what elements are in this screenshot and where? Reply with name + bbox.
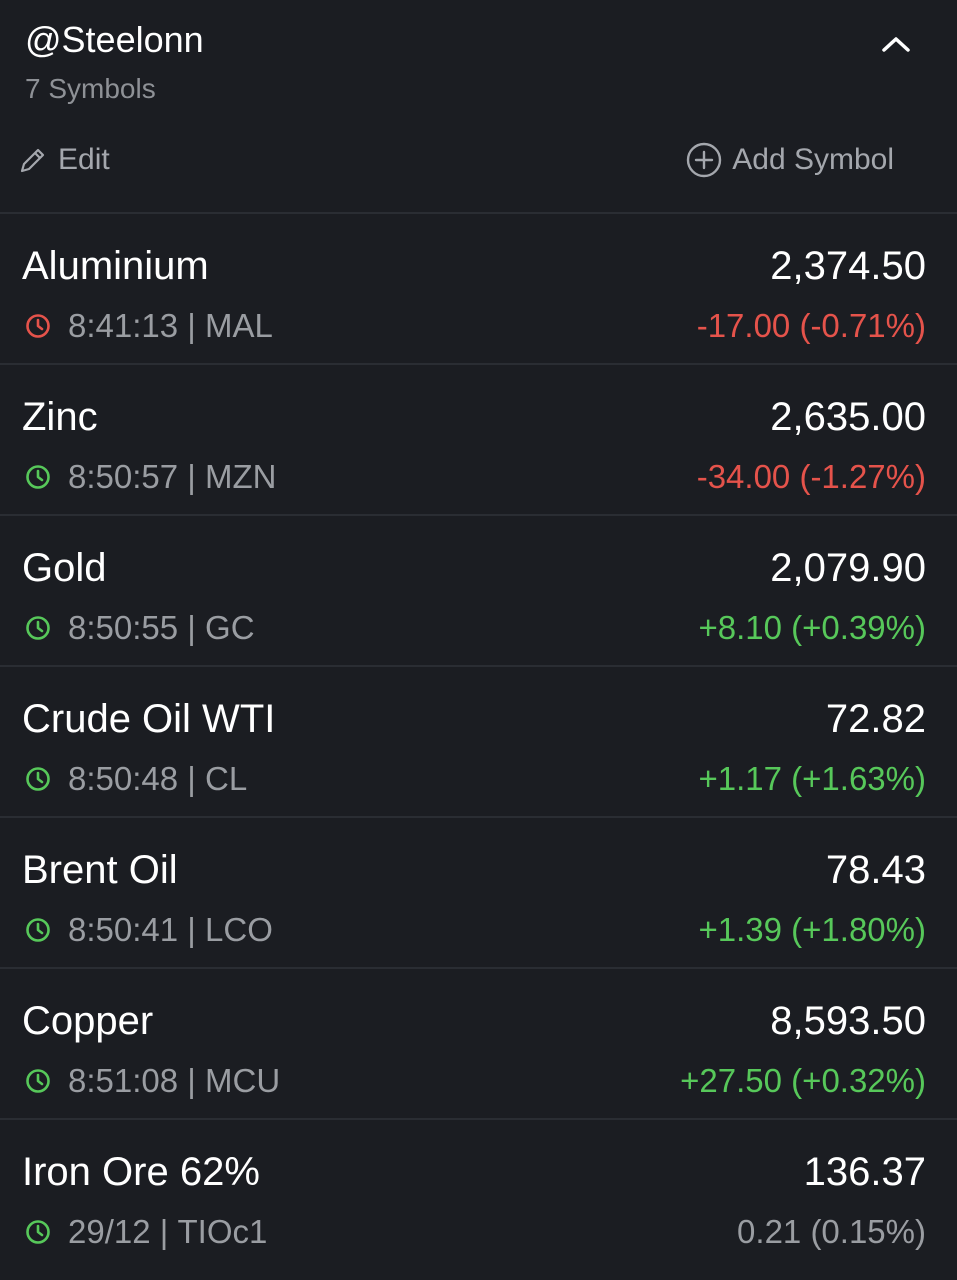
symbol-name: Gold [22,546,107,590]
add-symbol-button[interactable]: Add Symbol [686,140,894,180]
last-price: 8,593.50 [770,999,926,1043]
symbol-meta: 8:50:41 | LCO [24,910,273,950]
symbol-row[interactable]: Brent Oil 78.43 8:50:41 | LCO +1.39 (+1.80%… [0,818,957,969]
last-price: 2,079.90 [770,546,926,590]
separator: | [178,1062,206,1099]
edit-button[interactable]: Edit [18,140,110,180]
price-change: +8.10 (+0.39%) [698,609,927,646]
symbol-meta: 8:41:13 | MAL [24,306,273,346]
green-clock-icon [26,918,50,942]
price-change: 0.21 (0.15%) [737,1213,926,1250]
symbol-name: Zinc [22,395,98,439]
separator: | [150,1213,178,1250]
update-time: 8:41:13 [68,307,179,344]
last-price: 72.82 [825,697,926,741]
update-time: 8:51:08 [68,1062,179,1099]
update-time: 8:50:55 [68,609,179,646]
symbol-name: Copper [22,999,154,1043]
pencil-icon [20,148,45,173]
add-symbol-label: Add Symbol [732,143,894,176]
symbol-meta: 29/12 | TIOc1 [24,1212,267,1252]
ticker-symbol: TIOc1 [177,1213,268,1250]
separator: | [178,760,206,797]
symbol-name: Aluminium [22,244,209,288]
symbol-meta: 8:50:55 | GC [24,608,255,648]
separator: | [178,609,206,646]
ticker-symbol: GC [205,609,255,646]
ticker-symbol: MCU [205,1062,281,1099]
green-clock-icon [26,1069,50,1093]
ticker-symbol: MZN [205,458,277,495]
watchlist-header: @Steelonn 7 Symbols Edit Add Symbol [0,0,957,214]
symbol-count: 7 Symbols [25,73,156,104]
green-clock-icon [26,1220,50,1244]
ticker-symbol: LCO [205,911,273,948]
symbol-name: Brent Oil [22,848,178,892]
symbol-name: Iron Ore 62% [22,1150,260,1194]
edit-label: Edit [58,143,110,176]
symbol-list: Aluminium 2,374.50 8:41:13 | MAL -17.00 (-0… [0,214,957,1271]
collapse-chevron-icon[interactable] [875,26,917,62]
price-change: +1.39 (+1.80%) [698,911,927,948]
red-clock-icon [26,314,50,338]
plus-circle-icon [687,142,722,178]
watchlist-title[interactable]: @Steelonn [25,19,204,60]
last-price: 2,374.50 [770,244,926,288]
price-change: +27.50 (+0.32%) [680,1062,926,1099]
last-price: 78.43 [825,848,926,892]
last-price: 136.37 [803,1150,926,1194]
separator: | [178,307,206,344]
symbol-row[interactable]: Crude Oil WTI 72.82 8:50:48 | CL +1.17 (+1.… [0,667,957,818]
separator: | [178,911,206,948]
green-clock-icon [26,616,50,640]
symbol-meta: 8:51:08 | MCU [24,1061,280,1101]
price-change: -17.00 (-0.71%) [696,307,926,344]
ticker-symbol: CL [205,760,248,797]
update-time: 8:50:41 [68,911,179,948]
symbol-row[interactable]: Copper 8,593.50 8:51:08 | MCU +27.50 (+0.32… [0,969,957,1120]
symbol-name: Crude Oil WTI [22,697,276,741]
ticker-symbol: MAL [205,307,273,344]
update-time: 8:50:48 [68,760,179,797]
symbol-row[interactable]: Aluminium 2,374.50 8:41:13 | MAL -17.00 (-0… [0,214,957,365]
symbol-row[interactable]: Gold 2,079.90 8:50:55 | GC +8.10 (+0.39%) [0,516,957,667]
green-clock-icon [26,465,50,489]
green-clock-icon [26,767,50,791]
symbol-row[interactable]: Zinc 2,635.00 8:50:57 | MZN -34.00 (-1.27%) [0,365,957,516]
price-change: -34.00 (-1.27%) [696,458,926,495]
symbol-meta: 8:50:48 | CL [24,759,247,799]
separator: | [178,458,206,495]
last-price: 2,635.00 [770,395,926,439]
price-change: +1.17 (+1.63%) [698,760,927,797]
symbol-row[interactable]: Iron Ore 62% 136.37 29/12 | TIOc1 0.21 (0.1… [0,1120,957,1271]
update-time: 8:50:57 [68,458,179,495]
update-time: 29/12 [68,1213,151,1250]
symbol-meta: 8:50:57 | MZN [24,457,277,497]
